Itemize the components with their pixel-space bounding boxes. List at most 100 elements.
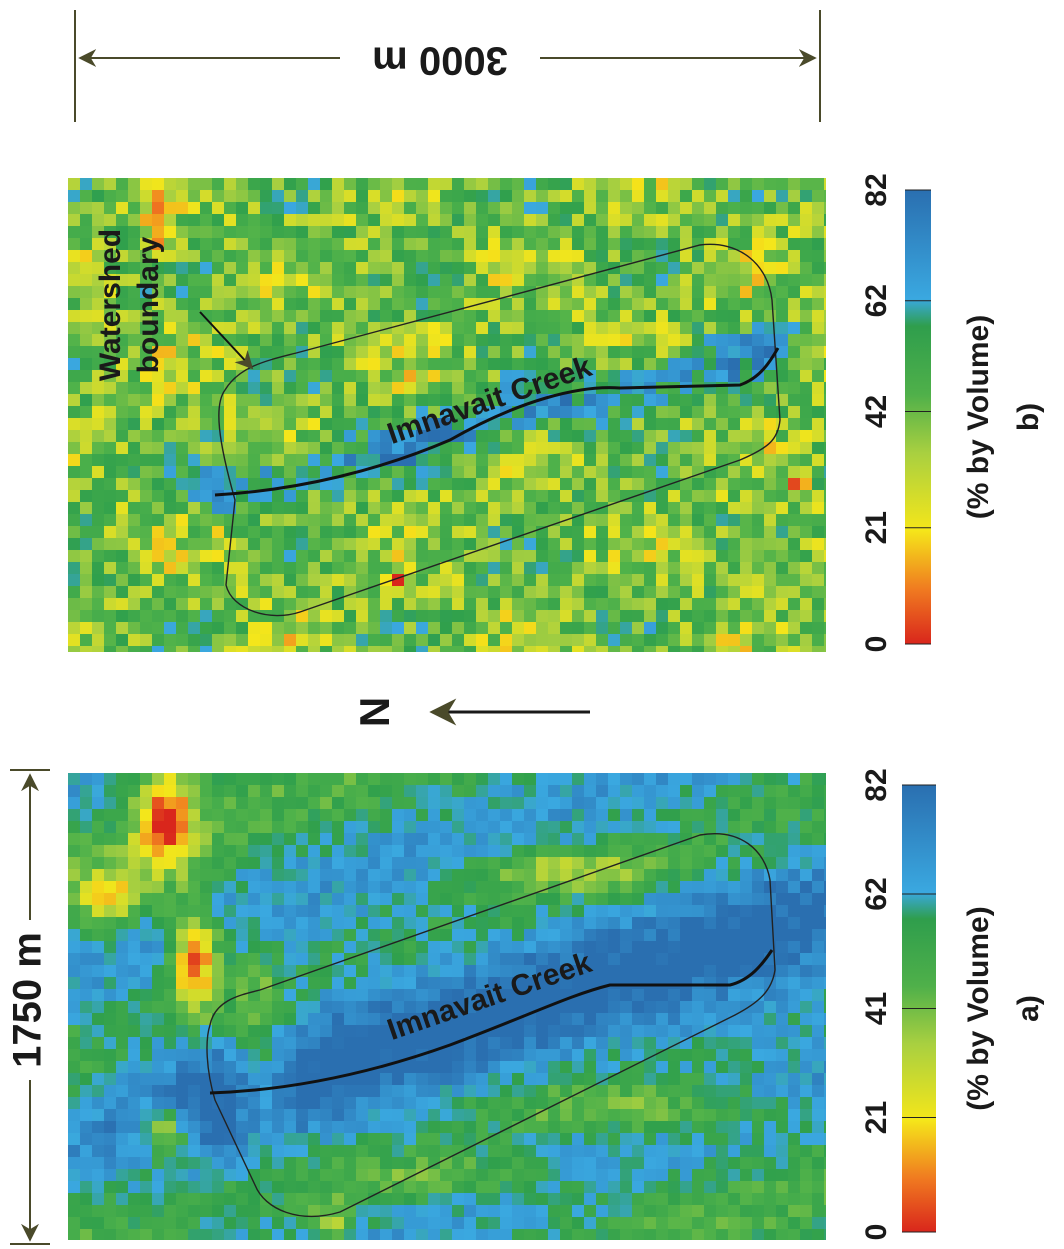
- map-cell: [140, 941, 153, 954]
- map-cell: [332, 418, 345, 431]
- map-cell: [812, 646, 825, 659]
- map-cell: [296, 905, 309, 918]
- map-cell: [224, 1109, 237, 1122]
- map-cell: [416, 178, 429, 191]
- map-cell: [656, 1025, 669, 1038]
- map-cell: [608, 929, 621, 942]
- map-cell: [104, 1049, 117, 1062]
- map-cell: [380, 1193, 393, 1206]
- map-cell: [500, 1217, 513, 1230]
- map-cell: [104, 1061, 117, 1074]
- map-cell: [92, 1193, 105, 1206]
- map-cell: [404, 977, 417, 990]
- map-cell: [716, 857, 729, 870]
- map-cell: [548, 310, 561, 323]
- map-cell: [320, 821, 333, 834]
- map-cell: [224, 1037, 237, 1050]
- map-cell: [668, 394, 681, 407]
- map-cell: [80, 1001, 93, 1014]
- map-cell: [800, 634, 813, 647]
- map-cell: [584, 190, 597, 203]
- map-cell: [368, 797, 381, 810]
- map-cell: [200, 1157, 213, 1170]
- map-cell: [620, 562, 633, 575]
- map-cell: [368, 989, 381, 1002]
- map-cell: [176, 250, 189, 263]
- map-cell: [452, 785, 465, 798]
- map-cell: [548, 610, 561, 623]
- map-cell: [212, 1169, 225, 1182]
- map-cell: [368, 562, 381, 575]
- map-cell: [668, 454, 681, 467]
- map-cell: [704, 454, 717, 467]
- map-cell: [500, 634, 513, 647]
- map-cell: [368, 1169, 381, 1182]
- map-cell: [572, 773, 585, 786]
- map-cell: [740, 905, 753, 918]
- map-cell: [740, 893, 753, 906]
- map-cell: [668, 929, 681, 942]
- map-cell: [428, 1109, 441, 1122]
- map-cell: [476, 1169, 489, 1182]
- map-cell: [524, 334, 537, 347]
- map-cell: [92, 1109, 105, 1122]
- map-cell: [776, 1109, 789, 1122]
- map-cell: [692, 490, 705, 503]
- map-cell: [596, 610, 609, 623]
- map-cell: [680, 1049, 693, 1062]
- map-cell: [296, 250, 309, 263]
- map-cell: [680, 382, 693, 395]
- map-cell: [500, 953, 513, 966]
- map-cell: [728, 785, 741, 798]
- map-cell: [596, 442, 609, 455]
- map-cell: [644, 1169, 657, 1182]
- map-cell: [416, 634, 429, 647]
- map-cell: [248, 953, 261, 966]
- map-cell: [68, 310, 81, 323]
- map-cell: [416, 598, 429, 611]
- map-cell: [692, 1013, 705, 1026]
- map-cell: [248, 785, 261, 798]
- map-cell: [284, 214, 297, 227]
- map-cell: [584, 202, 597, 215]
- map-cell: [392, 358, 405, 371]
- map-cell: [164, 1181, 177, 1194]
- map-cell: [524, 1061, 537, 1074]
- map-cell: [500, 1205, 513, 1218]
- map-cell: [80, 454, 93, 467]
- map-cell: [512, 310, 525, 323]
- map-cell: [320, 610, 333, 623]
- map-cell: [152, 646, 165, 659]
- map-cell: [584, 893, 597, 906]
- map-cell: [320, 977, 333, 990]
- map-cell: [104, 598, 117, 611]
- map-cell: [608, 773, 621, 786]
- map-cell: [308, 857, 321, 870]
- map-cell: [404, 502, 417, 515]
- map-cell: [284, 274, 297, 287]
- map-cell: [188, 478, 201, 491]
- map-cell: [728, 965, 741, 978]
- map-cell: [320, 1217, 333, 1230]
- map-cell: [236, 1049, 249, 1062]
- map-cell: [524, 598, 537, 611]
- map-cell: [104, 965, 117, 978]
- map-cell: [296, 1169, 309, 1182]
- map-cell: [680, 1157, 693, 1170]
- map-cell: [260, 965, 273, 978]
- map-cell: [596, 298, 609, 311]
- map-cell: [668, 286, 681, 299]
- map-cell: [128, 785, 141, 798]
- map-cell: [404, 214, 417, 227]
- map-cell: [272, 1145, 285, 1158]
- map-cell: [392, 538, 405, 551]
- map-cell: [128, 1001, 141, 1014]
- map-cell: [764, 1013, 777, 1026]
- map-cell: [464, 490, 477, 503]
- map-cell: [404, 202, 417, 215]
- map-cell: [788, 1049, 801, 1062]
- map-cell: [128, 965, 141, 978]
- map-cell: [80, 634, 93, 647]
- map-cell: [188, 454, 201, 467]
- map-cell: [716, 1073, 729, 1086]
